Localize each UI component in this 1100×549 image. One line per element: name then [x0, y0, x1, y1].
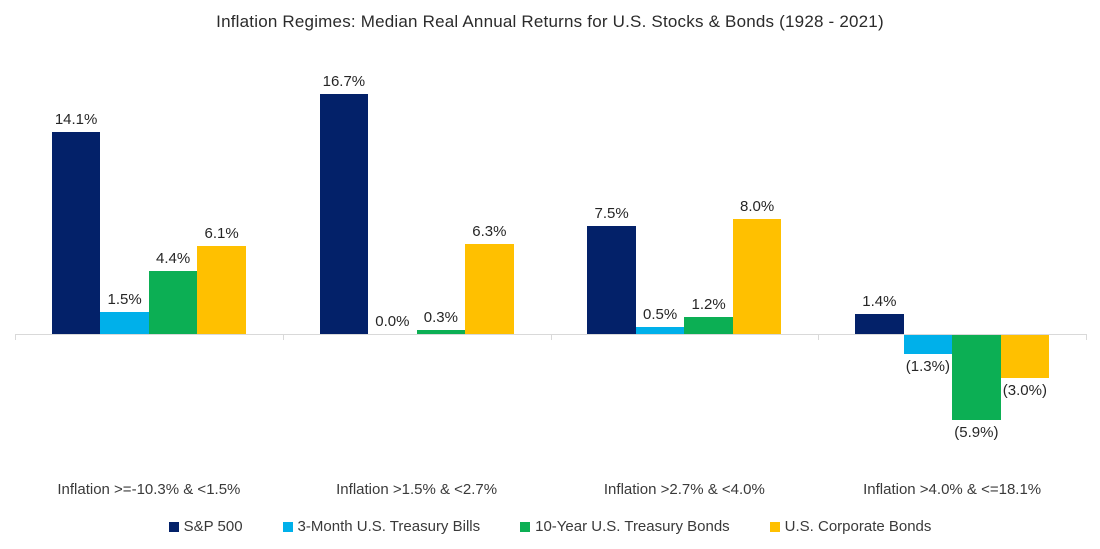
bar-series2-group4: [903, 335, 953, 354]
value-label: 1.4%: [862, 293, 897, 310]
value-label: 1.5%: [107, 291, 142, 308]
x-axis-labels: Inflation >=-10.3% & <1.5% Inflation >1.5…: [0, 481, 1100, 501]
value-label: (5.9%): [954, 424, 999, 441]
legend-marker-icon: [168, 521, 179, 532]
bar-series1-group3: [587, 226, 636, 334]
bar-series3-group3: [684, 317, 733, 334]
value-label: 1.2%: [691, 296, 726, 313]
legend-marker-icon: [520, 521, 531, 532]
x-axis-tick: [818, 335, 819, 340]
bar-series3-group4: [952, 335, 1001, 420]
chart-title: Inflation Regimes: Median Real Annual Re…: [216, 12, 884, 31]
value-label: 8.0%: [739, 198, 775, 215]
bar-series4-group4: [1000, 335, 1050, 378]
bar-series2-group3: [635, 327, 685, 334]
value-label: 0.0%: [375, 313, 410, 330]
value-label: 14.1%: [54, 111, 98, 128]
value-label: 0.5%: [642, 306, 678, 323]
legend-item-1: S&P 500: [168, 518, 243, 535]
x-axis-label-group2: Inflation >1.5% & <2.7%: [336, 481, 498, 498]
bar-series1-group2: [319, 94, 369, 334]
bar-series1-group1: [51, 132, 101, 334]
legend-label: U.S. Corporate Bonds: [784, 518, 932, 535]
legend-label: S&P 500: [183, 518, 243, 535]
x-axis-label-group4: Inflation >4.0% & <=18.1%: [863, 481, 1042, 498]
bar-series3-group2: [416, 330, 466, 334]
x-axis-label-group1: Inflation >=-10.3% & <1.5%: [57, 481, 241, 498]
value-label: 0.3%: [423, 309, 458, 326]
legend-item-4: U.S. Corporate Bonds: [769, 518, 932, 535]
legend-item-3: 10-Year U.S. Treasury Bonds: [520, 518, 730, 535]
value-label: 16.7%: [322, 73, 366, 90]
value-label: 6.1%: [204, 225, 239, 242]
value-label: (3.0%): [1002, 382, 1047, 399]
value-label: 6.3%: [472, 223, 507, 240]
legend-marker-icon: [282, 521, 293, 532]
bar-series4-group3: [732, 219, 782, 334]
legend-marker-icon: [769, 521, 780, 532]
bar-series1-group4: [855, 314, 904, 334]
x-axis-line: [15, 334, 1087, 335]
x-axis-tick: [1086, 335, 1087, 340]
bar-series2-group1: [100, 312, 149, 334]
value-label: (1.3%): [905, 358, 950, 375]
bar-series4-group2: [465, 244, 514, 334]
legend-label: 10-Year U.S. Treasury Bonds: [535, 518, 730, 535]
x-axis-tick: [551, 335, 552, 340]
legend: S&P 500 3-Month U.S. Treasury Bills 10-Yea…: [0, 518, 1100, 535]
x-axis-tick: [15, 335, 16, 340]
value-label: 4.4%: [155, 250, 191, 267]
x-axis-tick: [283, 335, 284, 340]
bar-series3-group1: [148, 271, 198, 334]
legend-label: 3-Month U.S. Treasury Bills: [297, 518, 481, 535]
legend-item-2: 3-Month U.S. Treasury Bills: [282, 518, 481, 535]
bar-series4-group1: [197, 246, 246, 334]
plot-area: 14.1% 16.7% 7.5% 1.4% 1.5% 0.0% 0.5% (1.3%) 4.4%…: [15, 73, 1087, 441]
x-axis-label-group3: Inflation >2.7% & <4.0%: [603, 481, 765, 498]
value-label: 7.5%: [594, 205, 629, 222]
